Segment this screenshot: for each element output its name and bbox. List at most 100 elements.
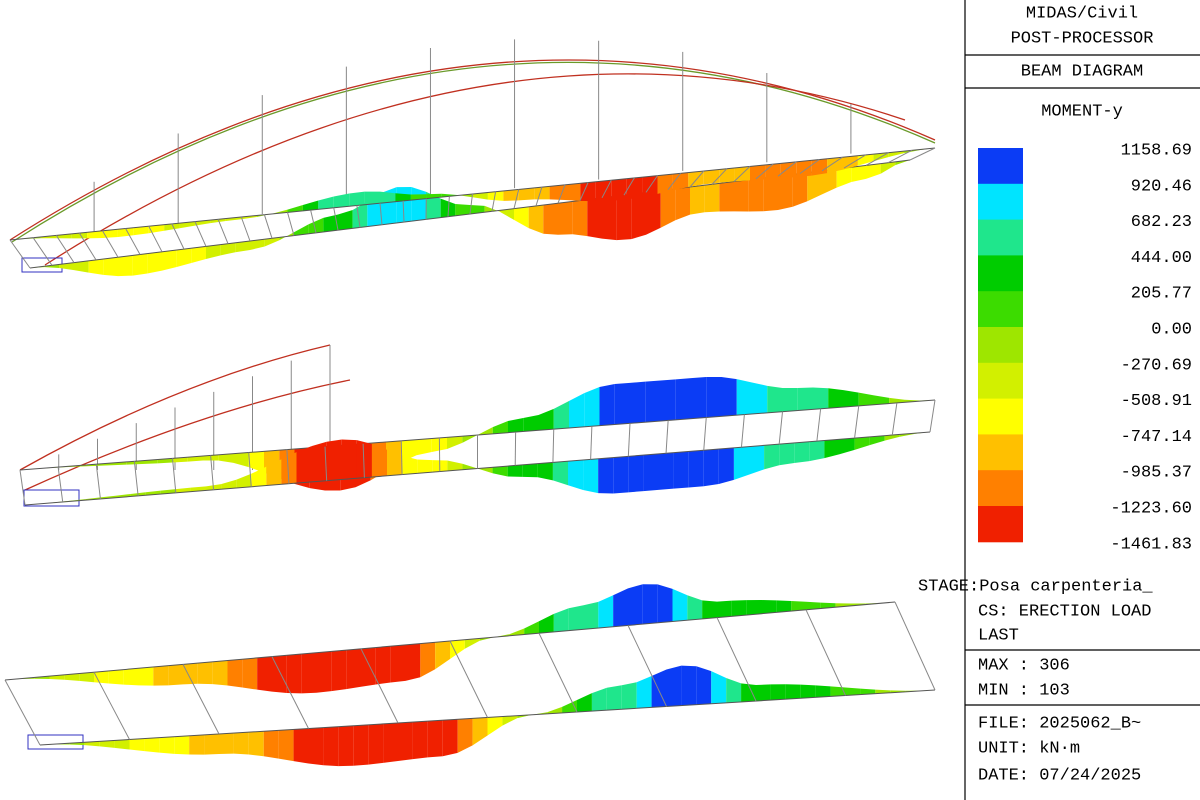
moment-segment — [64, 673, 80, 681]
moment-segment — [726, 677, 742, 703]
moment-segment — [296, 446, 312, 484]
truss-member — [125, 228, 141, 255]
moment-segment — [487, 716, 503, 736]
truss-member — [755, 163, 774, 180]
truss-member — [95, 464, 101, 499]
moment-segment — [477, 467, 493, 474]
truss-member — [194, 221, 207, 247]
moment-segment — [792, 172, 808, 207]
moment-segment — [830, 686, 846, 697]
moment-segment — [660, 188, 676, 228]
moment-segment — [736, 379, 752, 416]
moment-segment — [220, 242, 236, 256]
moment-segment — [233, 732, 249, 755]
moment-segment — [778, 174, 793, 210]
truss-member — [777, 161, 797, 177]
truss-member — [623, 177, 635, 196]
truss-member — [703, 417, 707, 451]
moment-segment — [356, 440, 372, 479]
moment-segment — [138, 667, 154, 686]
date: DATE: 07/24/2025 — [978, 766, 1141, 785]
truss-member — [248, 452, 252, 487]
moment-segment — [371, 444, 387, 478]
moment-segment — [450, 639, 465, 659]
truss-member — [513, 189, 520, 209]
legend-swatch — [978, 506, 1023, 543]
moment-segment — [552, 461, 568, 486]
moment-segment — [219, 733, 234, 754]
moment-segment — [266, 459, 282, 486]
truss-member — [665, 420, 669, 454]
moment-segment — [591, 687, 607, 712]
truss-member — [310, 209, 317, 234]
moment-segment — [442, 719, 458, 757]
truss — [4, 601, 936, 746]
moment-segment — [866, 163, 881, 179]
legend-swatch — [978, 327, 1023, 364]
moment-segment — [333, 193, 350, 208]
moment-segment — [731, 600, 747, 617]
truss-member — [590, 426, 593, 460]
moment-segment — [129, 738, 145, 752]
moment-segment — [457, 718, 473, 753]
truss-member — [263, 214, 273, 239]
moment-segment — [390, 644, 406, 683]
moment-segment — [318, 196, 334, 210]
truss-member — [909, 147, 936, 161]
truss-member — [733, 166, 751, 182]
moment-segment — [820, 602, 836, 609]
truss-member — [711, 168, 728, 185]
moment-segment — [455, 204, 470, 216]
truss-member — [217, 219, 229, 244]
truss-member — [627, 423, 631, 457]
moment-segment — [308, 727, 324, 766]
moment-segment — [696, 666, 712, 705]
moment-segment — [675, 378, 691, 420]
truss-member — [716, 617, 757, 702]
moment-segment — [302, 200, 319, 211]
moment-segment — [380, 191, 396, 204]
moment-segment — [416, 438, 432, 456]
legend-label: -508.91 — [1121, 392, 1192, 411]
truss-member — [286, 449, 290, 484]
legend-swatch — [978, 148, 1023, 185]
truss-member — [148, 225, 163, 253]
moment-segment — [584, 386, 600, 427]
moment-segment — [813, 387, 829, 410]
moment-segment — [502, 715, 518, 726]
moment-segment — [807, 170, 822, 202]
moment-segment — [499, 208, 514, 220]
truss-member — [627, 625, 667, 707]
moment-segment — [464, 638, 480, 649]
moment-segment — [257, 656, 272, 692]
moment-segment — [800, 684, 816, 699]
legend-swatch — [978, 398, 1023, 435]
moment-segment — [118, 255, 133, 277]
moment-segment — [102, 229, 118, 238]
moment-segment — [681, 665, 697, 706]
truss-member — [552, 429, 555, 463]
moment-segment — [323, 214, 338, 232]
moment-segment — [447, 460, 463, 471]
moment-segment — [111, 461, 127, 466]
truss-member — [333, 207, 339, 231]
moment-segment — [843, 390, 859, 407]
moment-segment — [734, 179, 749, 212]
moment-segment — [518, 187, 535, 201]
moment-segment — [780, 161, 797, 179]
moment-segment — [547, 706, 563, 714]
moment-segment — [765, 163, 781, 180]
truss-member — [240, 216, 251, 242]
unit: UNIT: kN·m — [978, 739, 1080, 758]
moment-segment — [427, 720, 443, 758]
moment-segment — [827, 157, 843, 174]
moment-segment — [703, 449, 719, 487]
moment-segment — [569, 393, 585, 428]
moment-segment — [614, 382, 630, 425]
moment-segment — [782, 387, 798, 412]
moment-segment — [87, 230, 103, 239]
moment-segment — [189, 734, 205, 755]
moment-segment — [472, 192, 488, 200]
legend-label: -747.14 — [1121, 428, 1192, 447]
moment-segment — [162, 250, 177, 271]
